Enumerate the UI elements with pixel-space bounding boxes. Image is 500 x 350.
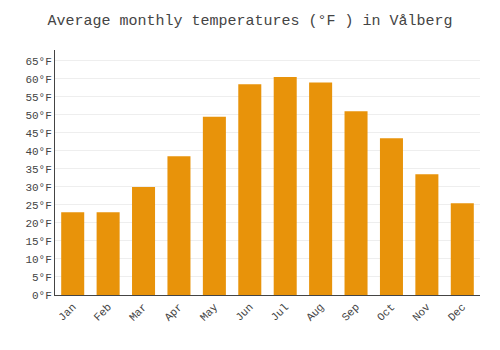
svg-text:Nov: Nov <box>410 301 433 324</box>
svg-text:Feb: Feb <box>92 301 114 323</box>
svg-text:60°F: 60°F <box>25 74 51 86</box>
svg-text:25°F: 25°F <box>25 200 51 212</box>
svg-text:Oct: Oct <box>375 301 397 323</box>
svg-text:15°F: 15°F <box>25 236 51 248</box>
svg-text:55°F: 55°F <box>25 92 51 104</box>
svg-text:40°F: 40°F <box>25 146 51 158</box>
svg-text:Mar: Mar <box>127 301 149 323</box>
svg-text:May: May <box>198 301 221 324</box>
svg-text:45°F: 45°F <box>25 128 51 140</box>
svg-text:35°F: 35°F <box>25 164 51 176</box>
svg-text:Jan: Jan <box>56 301 78 323</box>
svg-text:10°F: 10°F <box>25 254 51 266</box>
svg-text:0°F: 0°F <box>32 290 52 302</box>
svg-text:30°F: 30°F <box>25 182 51 194</box>
svg-text:Aug: Aug <box>304 301 326 323</box>
svg-text:Average monthly temperatures (: Average monthly temperatures (°F ) in Vå… <box>47 13 452 30</box>
svg-text:Jul: Jul <box>269 301 291 323</box>
svg-text:Sep: Sep <box>340 301 362 323</box>
svg-text:5°F: 5°F <box>32 272 52 284</box>
svg-text:Dec: Dec <box>446 301 468 323</box>
svg-text:50°F: 50°F <box>25 110 51 122</box>
svg-text:20°F: 20°F <box>25 218 51 230</box>
svg-text:65°F: 65°F <box>25 56 51 68</box>
svg-text:Apr: Apr <box>162 301 184 323</box>
svg-text:Jun: Jun <box>233 301 255 323</box>
